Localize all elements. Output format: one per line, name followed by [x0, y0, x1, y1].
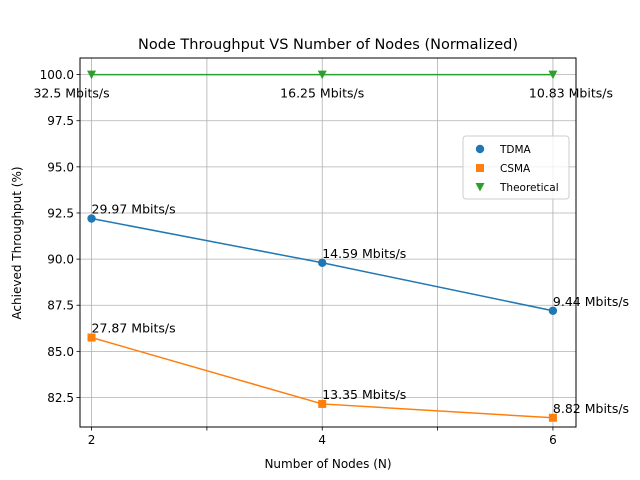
- y-tick-label: 100.0: [40, 68, 74, 82]
- tdma-point: [318, 258, 327, 267]
- theoretical-point: [317, 70, 327, 80]
- y-tick-label: 87.5: [47, 299, 74, 313]
- data-labels: 29.97 Mbits/s 14.59 Mbits/s 9.44 Mbits/s 27…: [33, 86, 629, 416]
- csma-point: [548, 413, 557, 422]
- x-axis-label: Number of Nodes (N): [264, 457, 391, 471]
- tdma-point: [87, 214, 96, 223]
- csma-point: [87, 333, 96, 342]
- csma-data-label: 27.87 Mbits/s: [92, 321, 176, 336]
- plot-area-frame: [79, 57, 577, 428]
- legend-marker-tdma: [475, 144, 485, 154]
- theoretical-data-label: 10.83 Mbits/s: [529, 86, 613, 101]
- legend-marker-theoretical: [475, 183, 485, 192]
- axis-ticks: 2 4 6 82.5 85.0 87.5 90.0 92.5 95.0 97.5 100.0: [40, 68, 557, 447]
- y-tick-label: 97.5: [47, 114, 74, 128]
- tdma-data-label: 9.44 Mbits/s: [553, 294, 629, 309]
- chart-title: Node Throughput VS Number of Nodes (Norm…: [138, 37, 518, 53]
- legend-label-csma: CSMA: [500, 163, 531, 175]
- y-tick-label: 85.0: [47, 345, 74, 359]
- theoretical-point: [548, 70, 558, 80]
- y-tick-label: 95.0: [47, 160, 74, 174]
- csma-point: [318, 399, 327, 408]
- series-layer: [87, 70, 558, 422]
- y-tick-label: 82.5: [47, 391, 74, 405]
- grid: [80, 58, 576, 427]
- legend-marker-csma: [476, 164, 484, 172]
- legend-label-theoretical: Theoretical: [499, 182, 559, 194]
- theoretical-data-label: 32.5 Mbits/s: [33, 86, 109, 101]
- x-tick-label: 4: [318, 433, 326, 447]
- tdma-data-label: 14.59 Mbits/s: [322, 246, 406, 261]
- tdma-data-label: 29.97 Mbits/s: [92, 202, 176, 217]
- x-tick-label: 2: [88, 433, 96, 447]
- theoretical-data-label: 16.25 Mbits/s: [280, 86, 364, 101]
- y-tick-label: 90.0: [47, 253, 74, 267]
- x-tick-label: 6: [549, 433, 557, 447]
- theoretical-point: [87, 70, 97, 80]
- y-axis-label: Achieved Throughput (%): [10, 166, 24, 319]
- legend: TDMA CSMA Theoretical: [462, 135, 570, 200]
- tdma-point: [548, 306, 558, 315]
- y-tick-label: 92.5: [47, 206, 74, 220]
- legend-label-tdma: TDMA: [499, 144, 532, 156]
- legend-frame: [462, 135, 570, 200]
- csma-data-label: 13.35 Mbits/s: [322, 387, 406, 402]
- csma-data-label: 8.82 Mbits/s: [553, 401, 629, 416]
